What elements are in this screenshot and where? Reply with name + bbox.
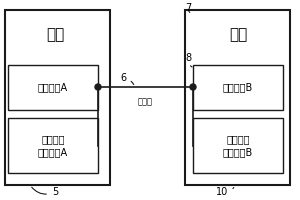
- Text: 从机: 从机: [229, 27, 247, 43]
- Text: 7: 7: [185, 3, 191, 13]
- Bar: [5, 10, 110, 185]
- Bar: [8, 118, 98, 173]
- Bar: [193, 118, 283, 173]
- Text: 10: 10: [216, 187, 234, 197]
- Text: 隔离通讯
驱动电路A: 隔离通讯 驱动电路A: [38, 134, 68, 157]
- Text: 两芯线: 两芯线: [137, 97, 152, 106]
- Circle shape: [190, 84, 196, 90]
- Bar: [8, 65, 98, 110]
- Text: 主机: 主机: [46, 27, 64, 43]
- Text: 隔离电路B: 隔离电路B: [223, 82, 253, 92]
- Bar: [185, 10, 290, 185]
- Text: 5: 5: [32, 187, 58, 197]
- Text: 6: 6: [120, 73, 134, 85]
- Text: 隔离通讯
驱动电路B: 隔离通讯 驱动电路B: [223, 134, 253, 157]
- Bar: [193, 65, 283, 110]
- Text: 隔离电路A: 隔离电路A: [38, 82, 68, 92]
- Circle shape: [95, 84, 101, 90]
- Text: 8: 8: [185, 53, 192, 67]
